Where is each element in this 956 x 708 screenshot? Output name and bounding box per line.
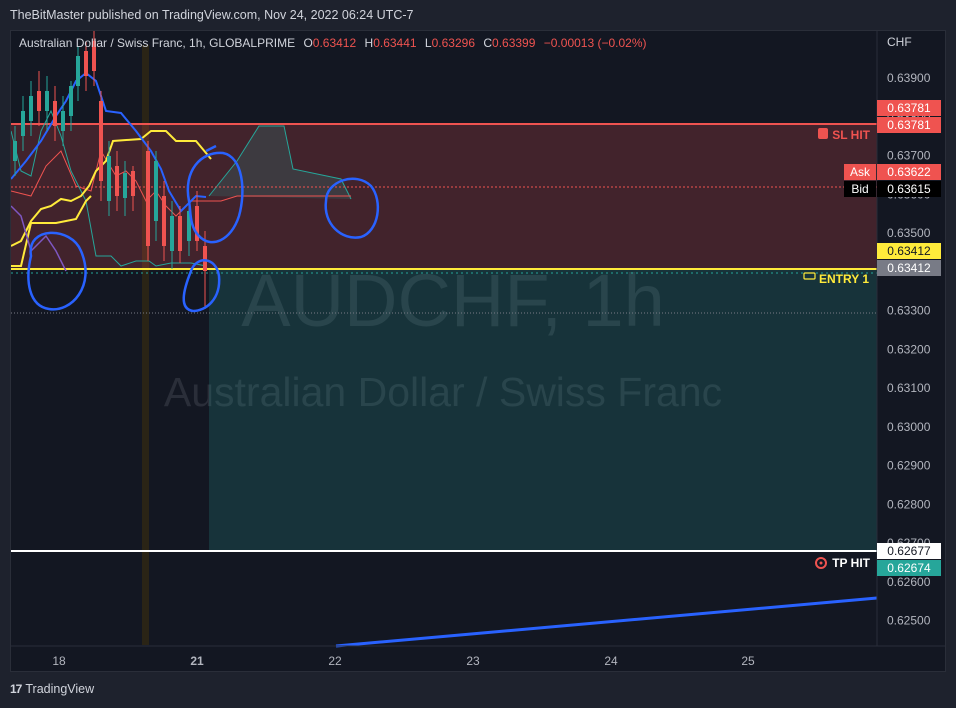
tp-line-price-tag-text: 0.62677 [887,544,931,558]
close-label: C [483,36,493,50]
last-price-tag-text: 0.63412 [887,261,931,275]
close-value: 0.63399 [492,36,536,50]
publisher-header: TheBitMaster published on TradingView.co… [0,0,956,30]
price-tick-label: 0.63300 [887,304,931,318]
target-icon [815,557,827,569]
time-tick-label: 18 [52,654,66,668]
stop-icon [818,128,828,139]
tp-annotation: TP HIT [832,556,870,570]
time-tick-label: 21 [190,654,204,668]
change-value: −0.00013 (−0.02%) [543,36,647,50]
tradingview-logo-icon: 17 [10,682,22,696]
price-tick-label: 0.63100 [887,381,931,395]
unrealized-pl-path [208,125,352,200]
currency-label: CHF [887,35,912,49]
symbol-legend[interactable]: Australian Dollar / Swiss Franc, 1h, GLO… [19,36,647,50]
chart-pane[interactable]: AUDCHF, 1h Australian Dollar / Swiss Fra… [10,30,946,672]
sl-line-price-tag-text: 0.63781 [887,118,931,132]
price-tick-label: 0.62600 [887,575,931,589]
baseline-indicator [11,149,351,217]
chart-canvas[interactable]: AUDCHF, 1h Australian Dollar / Swiss Fra… [11,31,946,672]
price-tick-label: 0.62900 [887,459,931,473]
tradingview-footer: 17 TradingView [10,682,94,696]
tp-price-tag-text: 0.62674 [887,561,931,575]
price-tick-label: 0.63000 [887,420,931,434]
sl-price-tag [877,100,941,116]
watermark-description: Australian Dollar / Swiss Franc [164,369,722,415]
trendline[interactable] [335,596,878,648]
ruler-icon [803,272,816,280]
ask-price-tag [877,164,941,180]
circle-drawing[interactable] [186,144,244,244]
sl-annotation: SL HIT [832,128,870,142]
bid-price-tag [877,181,941,197]
ma-line [11,205,67,272]
last-price-tag [877,260,941,276]
entry-price-tag [877,243,941,259]
take-profit-zone[interactable] [209,269,877,551]
conversion-line [11,130,212,247]
time-tick-label: 23 [466,654,480,668]
candlesticks [13,31,207,309]
low-label: L [424,36,432,50]
bid-price: 0.63615 [887,182,931,196]
open-value: 0.63412 [312,36,357,50]
high-label: H [364,36,374,50]
price-tick-label: 0.63500 [887,226,931,240]
circle-drawing[interactable] [27,231,87,311]
entry-price-tag-text: 0.63412 [887,244,931,258]
low-value: 0.63296 [431,36,475,50]
entry-annotation: ENTRY 1 [819,272,869,286]
time-tick-label: 22 [328,654,342,668]
bid-label: Bid [851,182,868,196]
open-label: O [303,36,313,50]
tp-line-price-tag [877,543,941,559]
session-break [142,45,149,645]
price-tick-label: 0.63900 [887,71,931,85]
symbol-name: Australian Dollar / Swiss Franc, 1h, GLO… [19,36,296,50]
tp-price-tag [877,560,941,576]
ask-label-tag [844,164,876,180]
ask-price: 0.63622 [887,165,931,179]
tradingview-brand: TradingView [25,682,95,696]
time-tick-label: 24 [604,654,618,668]
sl-line-price-tag [877,117,941,133]
sl-price-tag-text: 0.63781 [887,101,931,115]
base-line [11,71,207,213]
ask-label: Ask [850,165,871,179]
circle-drawing[interactable] [324,177,379,239]
stop-loss-zone[interactable] [11,124,877,268]
high-value: 0.63441 [373,36,417,50]
price-tick-label: 0.62500 [887,614,931,628]
price-tick-label: 0.62800 [887,497,931,511]
publisher-line: TheBitMaster published on TradingView.co… [10,8,414,22]
bid-label-tag [844,181,876,197]
conversion-line-b [11,195,92,267]
time-tick-label: 25 [741,654,755,668]
price-tick-label: 0.63200 [887,342,931,356]
price-tick-label: 0.63700 [887,149,931,163]
circle-drawing[interactable] [182,259,221,313]
time-tick-labels: 18 21 22 23 24 25 [52,654,755,668]
